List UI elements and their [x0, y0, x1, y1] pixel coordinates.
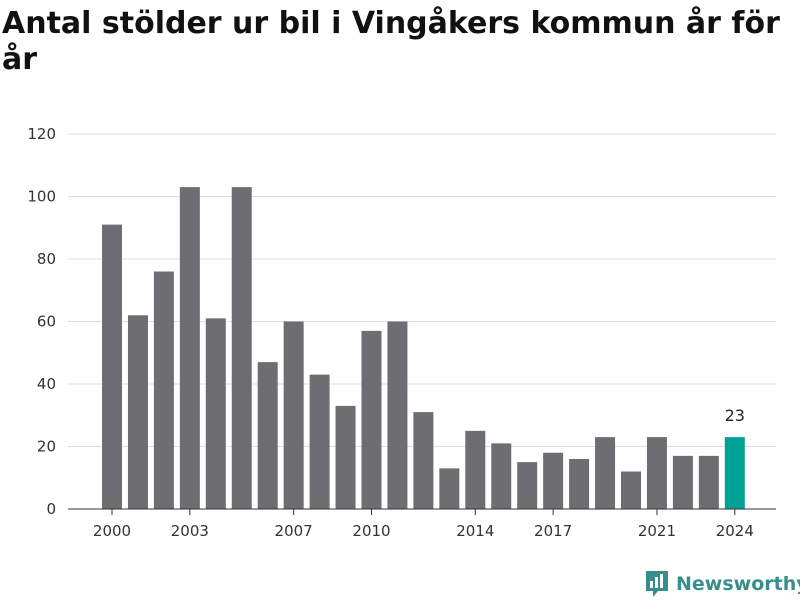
bar-2004 — [205, 318, 226, 509]
y-tick-label: 40 — [37, 375, 56, 393]
bar-labels: 23 — [725, 406, 745, 425]
bar-2014 — [465, 430, 486, 509]
y-axis-ticks: 0 20 40 60 80 100 120 — [27, 125, 56, 518]
x-tick-label: 2003 — [171, 522, 209, 540]
bars — [102, 187, 745, 509]
bar-2002 — [153, 271, 174, 509]
bar-2006 — [257, 362, 278, 509]
x-tick-label: 2007 — [275, 522, 313, 540]
newsworthy-logo-icon — [646, 571, 668, 597]
x-tick-label: 2014 — [456, 522, 494, 540]
x-tick-label: 2017 — [534, 522, 572, 540]
bar-2013 — [439, 468, 460, 509]
bar-2003 — [179, 187, 200, 509]
bar-chart: 0 20 40 60 80 100 120 2000 2003 2007 2010 2014 2017… — [27, 125, 776, 540]
bar-2008 — [309, 374, 330, 509]
bar-2001 — [127, 315, 148, 509]
x-axis-ticks: 2000 2003 2007 2010 2014 2017 2021 2024 — [93, 509, 754, 540]
bar-2020 — [621, 471, 641, 509]
bar-2010 — [361, 330, 382, 509]
x-tick-label: 2000 — [93, 522, 131, 540]
bar-2018 — [569, 459, 590, 509]
chart-title: Antal stölder ur bil i Vingåkers kommun … — [2, 6, 780, 77]
bar-2024 — [724, 437, 745, 509]
x-tick-label: 2021 — [638, 522, 676, 540]
bar-2011 — [387, 321, 408, 509]
y-tick-label: 60 — [37, 313, 56, 331]
bar-2019 — [595, 437, 616, 509]
y-tick-label: 20 — [37, 438, 56, 456]
gridlines — [68, 133, 776, 447]
bar-2009 — [335, 405, 356, 509]
bar-2021 — [646, 437, 667, 509]
x-tick-label: 2010 — [352, 522, 390, 540]
y-tick-label: 0 — [46, 500, 56, 518]
bar-2015 — [491, 443, 512, 509]
bar-2022 — [672, 455, 693, 509]
bar-2007 — [283, 321, 304, 509]
bar-2000 — [102, 224, 122, 509]
brand-name: Newsworthy — [676, 573, 800, 595]
bar-2005 — [231, 187, 252, 509]
y-tick-label: 100 — [27, 188, 56, 206]
bar-2016 — [517, 462, 538, 509]
y-tick-label: 80 — [37, 250, 56, 268]
bar-2023 — [698, 455, 719, 509]
bar-value-label: 23 — [725, 406, 745, 425]
y-tick-label: 120 — [27, 125, 56, 143]
bar-2012 — [413, 412, 434, 509]
x-tick-label: 2024 — [716, 522, 754, 540]
brand-logo: Newsworthy — [644, 568, 800, 600]
bar-2017 — [543, 452, 564, 509]
